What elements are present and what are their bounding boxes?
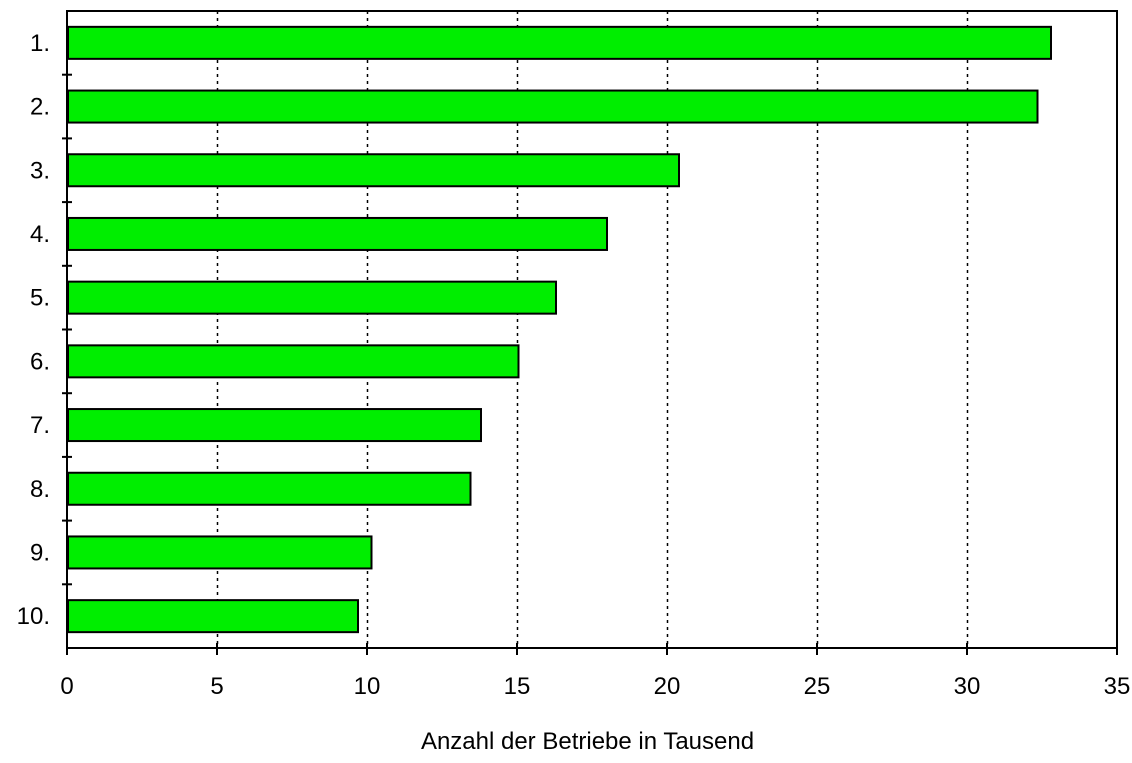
bar [67, 280, 557, 315]
category-label: 8. [30, 476, 50, 503]
category-label: 9. [30, 539, 50, 566]
category-label: 3. [30, 157, 50, 184]
bar [67, 344, 520, 379]
x-tick-label: 30 [954, 673, 981, 700]
bar [67, 408, 482, 443]
bar [67, 89, 1039, 124]
bar [67, 599, 359, 634]
x-tick-label: 0 [60, 673, 73, 700]
x-tick-label: 35 [1104, 673, 1131, 700]
category-label: 10. [17, 603, 50, 630]
x-tick-label: 25 [804, 673, 831, 700]
category-label: 1. [30, 30, 50, 57]
bar [67, 471, 472, 506]
x-tick-label: 20 [654, 673, 681, 700]
x-tick-label: 10 [354, 673, 381, 700]
category-label: 6. [30, 348, 50, 375]
bar [67, 153, 680, 188]
x-tick-label: 5 [210, 673, 223, 700]
bar [67, 216, 608, 251]
bar [67, 535, 373, 570]
bar [67, 25, 1052, 60]
plot-frame [66, 10, 1118, 649]
category-label: 4. [30, 221, 50, 248]
category-label: 5. [30, 285, 50, 312]
x-tick-label: 15 [504, 673, 531, 700]
category-label: 2. [30, 94, 50, 121]
x-axis-label: Anzahl der Betriebe in Tausend [420, 728, 755, 755]
category-label: 7. [30, 412, 50, 439]
